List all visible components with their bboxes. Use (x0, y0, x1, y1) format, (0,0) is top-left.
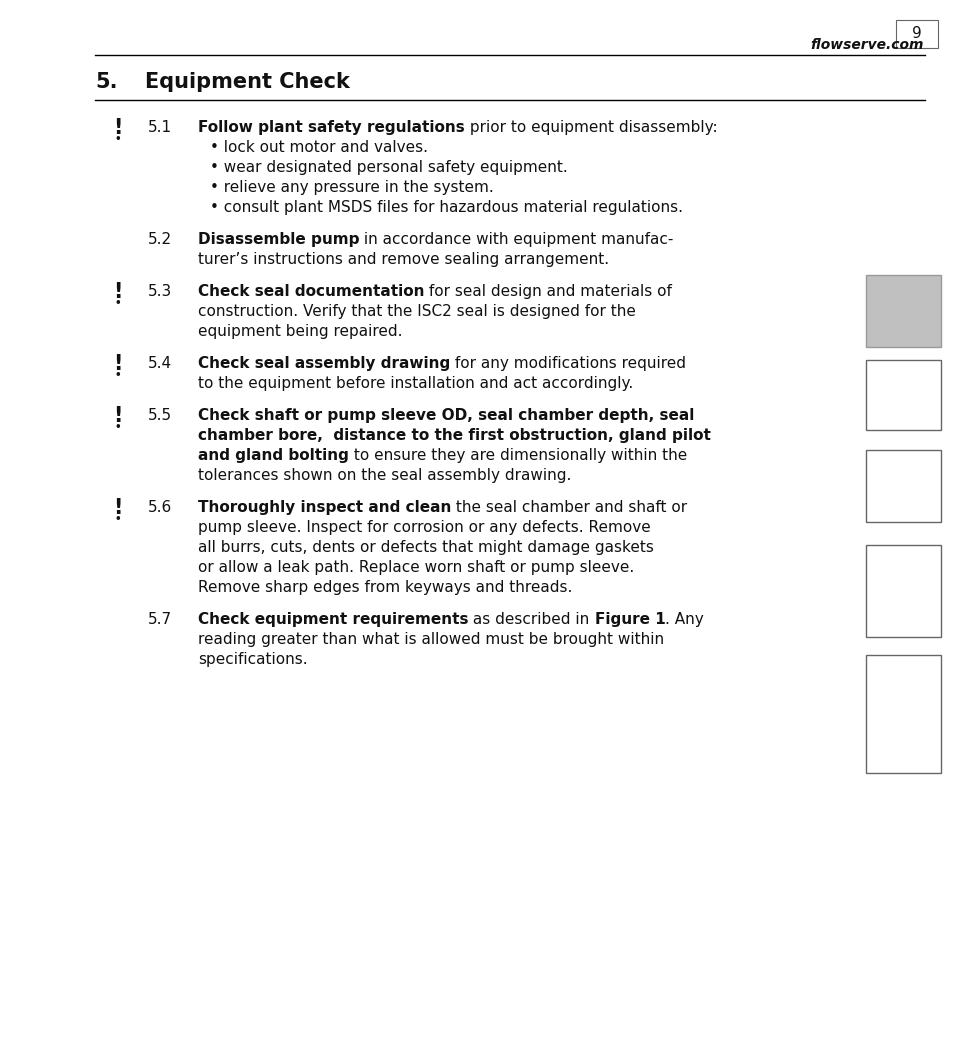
Text: equipment being repaired.: equipment being repaired. (198, 324, 402, 339)
Text: chamber bore,  distance to the first obstruction, gland pilot: chamber bore, distance to the first obst… (198, 428, 710, 443)
Text: !: ! (113, 498, 123, 518)
Text: •: • (114, 371, 121, 380)
Text: • consult plant MSDS files for hazardous material regulations.: • consult plant MSDS files for hazardous… (210, 200, 682, 215)
Text: all burrs, cuts, dents or defects that might damage gaskets: all burrs, cuts, dents or defects that m… (198, 540, 653, 555)
Text: 5.4: 5.4 (148, 356, 172, 371)
Text: specifications.: specifications. (198, 652, 307, 667)
Text: • wear designated personal safety equipment.: • wear designated personal safety equipm… (210, 160, 567, 175)
Text: reading greater than what is allowed must be brought within: reading greater than what is allowed mus… (198, 632, 663, 647)
Text: •: • (114, 515, 121, 524)
Text: and gland bolting: and gland bolting (198, 448, 349, 463)
Text: • relieve any pressure in the system.: • relieve any pressure in the system. (210, 180, 494, 195)
Text: !: ! (113, 118, 123, 138)
Text: Check seal documentation: Check seal documentation (198, 284, 424, 299)
Text: Check shaft or pump sleeve OD, seal chamber depth, seal: Check shaft or pump sleeve OD, seal cham… (198, 408, 694, 423)
Text: the seal chamber and shaft or: the seal chamber and shaft or (451, 500, 687, 515)
Bar (865, 545, 940, 637)
Text: to ensure they are dimensionally within the: to ensure they are dimensionally within … (349, 448, 686, 463)
Text: Equipment Check: Equipment Check (145, 72, 350, 92)
Bar (865, 359, 940, 430)
Text: pump sleeve. Inspect for corrosion or any defects. Remove: pump sleeve. Inspect for corrosion or an… (198, 520, 650, 535)
Text: Thoroughly inspect and clean: Thoroughly inspect and clean (198, 500, 451, 515)
Text: prior to equipment disassembly:: prior to equipment disassembly: (464, 120, 717, 135)
Text: tolerances shown on the seal assembly drawing.: tolerances shown on the seal assembly dr… (198, 468, 571, 483)
Text: •: • (114, 422, 121, 432)
Bar (865, 275, 940, 347)
Text: . Any: . Any (664, 612, 703, 627)
Text: to the equipment before installation and act accordingly.: to the equipment before installation and… (198, 376, 633, 391)
Text: !: ! (113, 354, 123, 374)
Text: •: • (114, 134, 121, 145)
Text: Remove sharp edges from keyways and threads.: Remove sharp edges from keyways and thre… (198, 580, 572, 595)
Text: or allow a leak path. Replace worn shaft or pump sleeve.: or allow a leak path. Replace worn shaft… (198, 560, 634, 575)
Text: • lock out motor and valves.: • lock out motor and valves. (210, 140, 428, 155)
Text: 5.1: 5.1 (148, 120, 172, 135)
Text: 5.7: 5.7 (148, 612, 172, 627)
Text: flowserve.com: flowserve.com (810, 38, 923, 52)
Text: for any modifications required: for any modifications required (450, 356, 685, 371)
Text: 5.6: 5.6 (148, 500, 172, 515)
Text: turer’s instructions and remove sealing arrangement.: turer’s instructions and remove sealing … (198, 252, 608, 267)
Text: 5.: 5. (95, 72, 117, 92)
Text: 9: 9 (911, 26, 921, 42)
Text: Check seal assembly drawing: Check seal assembly drawing (198, 356, 450, 371)
Text: Disassemble pump: Disassemble pump (198, 232, 359, 247)
Text: !: ! (113, 406, 123, 426)
Text: Follow plant safety regulations: Follow plant safety regulations (198, 120, 464, 135)
Text: construction. Verify that the ISC2 seal is designed for the: construction. Verify that the ISC2 seal … (198, 304, 636, 319)
Text: Check equipment requirements: Check equipment requirements (198, 612, 468, 627)
Text: 5.2: 5.2 (148, 232, 172, 247)
Text: 5.5: 5.5 (148, 408, 172, 423)
Bar (865, 450, 940, 522)
Bar (895, 20, 937, 48)
Text: in accordance with equipment manufac-: in accordance with equipment manufac- (359, 232, 673, 247)
Text: 5.3: 5.3 (148, 284, 172, 299)
Text: !: ! (113, 282, 123, 302)
Text: Figure 1: Figure 1 (594, 612, 664, 627)
Bar (865, 655, 940, 773)
Text: as described in: as described in (468, 612, 594, 627)
Text: for seal design and materials of: for seal design and materials of (424, 284, 672, 299)
Text: •: • (114, 298, 121, 308)
